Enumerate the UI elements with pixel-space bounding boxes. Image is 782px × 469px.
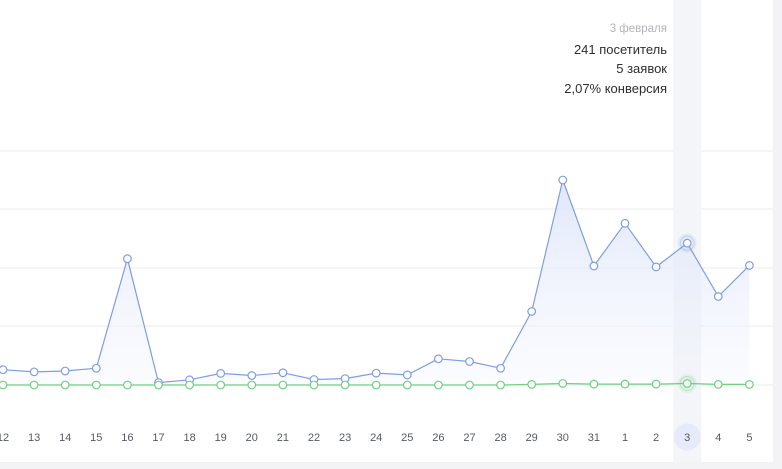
series-1-point-14 bbox=[434, 380, 443, 390]
series-0-point-20 bbox=[620, 218, 630, 228]
series-1-point-12 bbox=[371, 380, 381, 390]
tooltip-visitors: 241 посетитель bbox=[573, 41, 667, 57]
series-1-point-2 bbox=[60, 380, 70, 390]
series-areas bbox=[3, 180, 750, 385]
x-tick-label: 12 bbox=[0, 432, 9, 444]
series-1-point-20 bbox=[620, 379, 630, 389]
series-0-point-4 bbox=[122, 254, 132, 264]
x-tick-label: 30 bbox=[557, 432, 569, 444]
x-tick-label: 21 bbox=[277, 432, 289, 444]
highlight-tick-badge bbox=[673, 423, 701, 451]
tooltip-requests: 5 заявок bbox=[616, 61, 667, 76]
series-0-area bbox=[3, 180, 750, 385]
x-tick-label: 15 bbox=[90, 432, 102, 444]
series-0-point-7 bbox=[216, 369, 226, 378]
series-0-point-8 bbox=[247, 371, 257, 380]
page-background-right bbox=[773, 0, 782, 469]
series-1-point-5 bbox=[154, 380, 163, 390]
series-1-point-7 bbox=[216, 380, 226, 390]
series-1-point-22 bbox=[682, 379, 692, 388]
x-tick-label: 2 bbox=[653, 432, 659, 444]
series-1-point-0 bbox=[0, 380, 8, 390]
series-1-point-11 bbox=[340, 380, 350, 390]
x-tick-label: 25 bbox=[401, 432, 413, 444]
series-1-point-18 bbox=[558, 379, 568, 388]
series-points bbox=[0, 175, 754, 393]
x-axis-ticks: 1213141516171819202122232425262728293031… bbox=[0, 432, 752, 444]
series-1-point-8 bbox=[247, 380, 257, 390]
series-1-point-10 bbox=[309, 380, 319, 390]
series-0-point-15 bbox=[465, 357, 474, 366]
series-0-point-21 bbox=[651, 262, 661, 272]
tooltip: 3 февраля 241 посетитель 5 заявок 2,07% … bbox=[564, 20, 667, 98]
series-1-point-23 bbox=[713, 379, 723, 389]
x-tick-label: 17 bbox=[152, 432, 164, 444]
series-0-point-9 bbox=[278, 368, 288, 378]
x-tick-label: 5 bbox=[746, 432, 752, 444]
series-1-point-ring bbox=[679, 375, 695, 391]
series-1-point-17 bbox=[527, 379, 537, 389]
x-tick-label: 18 bbox=[183, 432, 195, 444]
series-1-point-15 bbox=[465, 380, 474, 390]
x-tick-label: 29 bbox=[526, 432, 538, 444]
tooltip-date: 3 февраля bbox=[609, 23, 667, 35]
series-0-point-1 bbox=[29, 367, 39, 377]
series-1-point-9 bbox=[278, 380, 288, 390]
series-0-point-2 bbox=[60, 366, 70, 376]
series-0-point-18 bbox=[558, 175, 568, 185]
series-0-point-16 bbox=[496, 363, 506, 373]
series-0-point-17 bbox=[527, 307, 537, 316]
series-1-point-24 bbox=[745, 379, 754, 389]
x-tick-label: 3 bbox=[684, 432, 690, 444]
page-background-bottom bbox=[0, 462, 782, 469]
series-0-point-12 bbox=[371, 368, 381, 378]
series-0-point-ring bbox=[679, 235, 695, 251]
series-0-point-22 bbox=[682, 238, 692, 248]
series-0-point-13 bbox=[402, 370, 412, 380]
series-1-point-4 bbox=[122, 380, 132, 390]
x-tick-label: 23 bbox=[339, 432, 351, 444]
x-tick-label: 27 bbox=[463, 432, 475, 444]
series-1-point-21 bbox=[651, 379, 661, 389]
tooltip-conversion: 2,07% конверсия bbox=[564, 80, 667, 96]
series-1-point-19 bbox=[589, 379, 599, 389]
series-0-point-3 bbox=[91, 363, 101, 373]
series-0-point-0 bbox=[0, 365, 8, 375]
series-1-point-6 bbox=[185, 380, 195, 390]
x-tick-label: 1 bbox=[622, 432, 628, 444]
series-1-point-16 bbox=[496, 380, 506, 390]
x-tick-label: 20 bbox=[246, 432, 258, 444]
series-0-point-23 bbox=[713, 292, 723, 301]
series-0-point-14 bbox=[434, 354, 443, 364]
series-0-point-19 bbox=[589, 261, 599, 271]
x-tick-label: 19 bbox=[215, 432, 227, 444]
x-tick-label: 24 bbox=[370, 432, 382, 444]
series-0-point-24 bbox=[745, 261, 754, 270]
x-tick-label: 13 bbox=[28, 432, 40, 444]
x-tick-label: 28 bbox=[494, 432, 506, 444]
x-tick-label: 26 bbox=[432, 432, 444, 444]
series-1-point-3 bbox=[91, 380, 101, 390]
x-tick-label: 16 bbox=[121, 432, 133, 444]
x-tick-label: 14 bbox=[59, 432, 71, 444]
x-tick-label: 4 bbox=[715, 432, 721, 444]
x-tick-label: 22 bbox=[308, 432, 320, 444]
x-tick-label: 31 bbox=[588, 432, 600, 444]
series-1-point-1 bbox=[29, 380, 39, 390]
series-1-point-13 bbox=[402, 380, 412, 390]
